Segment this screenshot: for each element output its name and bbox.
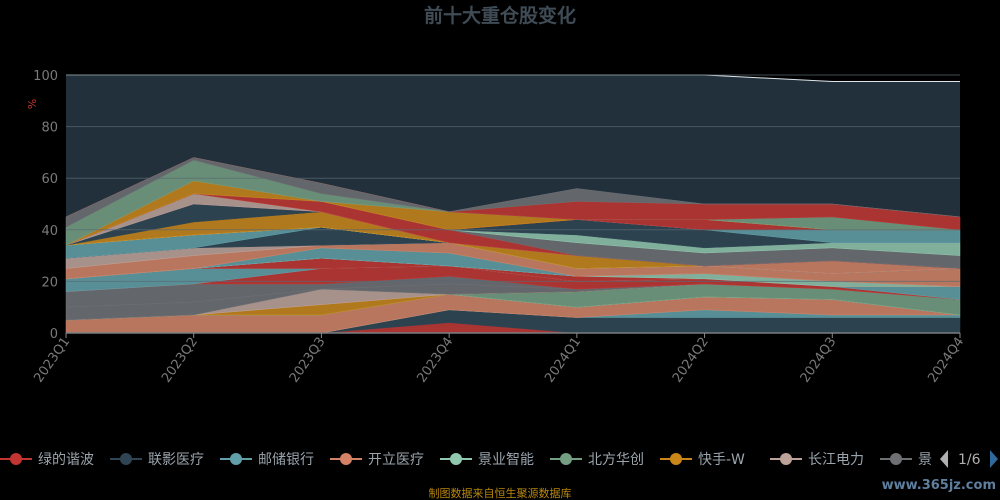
x-tick-label: 2023Q1	[31, 335, 73, 386]
legend-item[interactable]: 开立医疗	[330, 452, 424, 468]
legend-marker	[670, 453, 682, 465]
x-tick-label: 2023Q3	[287, 335, 329, 386]
y-tick-label: 20	[41, 275, 58, 290]
legend-marker	[10, 453, 22, 465]
y-tick-label: 100	[33, 69, 58, 84]
legend-item[interactable]: 快手-W	[660, 452, 745, 468]
legend-marker	[120, 453, 132, 465]
legend-item[interactable]: 长江电力	[770, 452, 864, 468]
legend-label: 开立医疗	[368, 452, 424, 468]
legend-page-indicator: 1/6	[958, 452, 981, 468]
legend-next-icon[interactable]	[990, 450, 998, 468]
legend-item[interactable]: 邮储银行	[220, 452, 314, 468]
legend-label: 景业智能	[478, 452, 534, 468]
legend-marker	[780, 453, 792, 465]
legend-item[interactable]: 绿的谐波	[0, 452, 94, 468]
legend-label: 联影医疗	[148, 452, 204, 468]
x-tick-label: 2023Q4	[415, 335, 457, 386]
y-tick-label: 80	[41, 121, 58, 136]
x-tick-label: 2024Q3	[798, 335, 840, 386]
legend-marker	[890, 453, 902, 465]
legend-marker	[560, 453, 572, 465]
legend-label: 北方华创	[588, 452, 644, 468]
x-tick-label: 2024Q2	[670, 335, 712, 386]
legend-prev-icon[interactable]	[940, 450, 948, 468]
legend-label: 长江电力	[808, 452, 864, 468]
y-tick-label: 0	[50, 327, 58, 342]
legend-label: 快手-W	[698, 452, 745, 468]
legend-label: 邮储银行	[258, 452, 314, 468]
legend-item[interactable]: 北方华创	[550, 452, 644, 468]
legend-marker	[450, 453, 462, 465]
legend-marker	[230, 453, 242, 465]
legend-label: 景	[918, 452, 932, 468]
legend-label: 绿的谐波	[38, 452, 94, 468]
y-tick-label: 40	[41, 224, 58, 239]
legend-item[interactable]: 景业智能	[440, 452, 534, 468]
footnote: 制图数据来自恒生聚源数据库	[429, 486, 572, 500]
chart-title: 前十大重仓股变化	[424, 4, 576, 27]
y-tick-label: 60	[41, 172, 58, 187]
y-axis-label: %	[25, 99, 38, 109]
x-tick-label: 2023Q2	[159, 335, 201, 386]
watermark: www.365jz.com	[882, 478, 996, 493]
x-tick-label: 2024Q1	[542, 335, 584, 386]
x-tick-label: 2024Q4	[925, 335, 967, 386]
legend-item[interactable]: 联影医疗	[110, 452, 204, 468]
legend-marker	[340, 453, 352, 465]
legend-item[interactable]: 景	[880, 452, 932, 468]
area-series-35[interactable]	[65, 157, 961, 218]
